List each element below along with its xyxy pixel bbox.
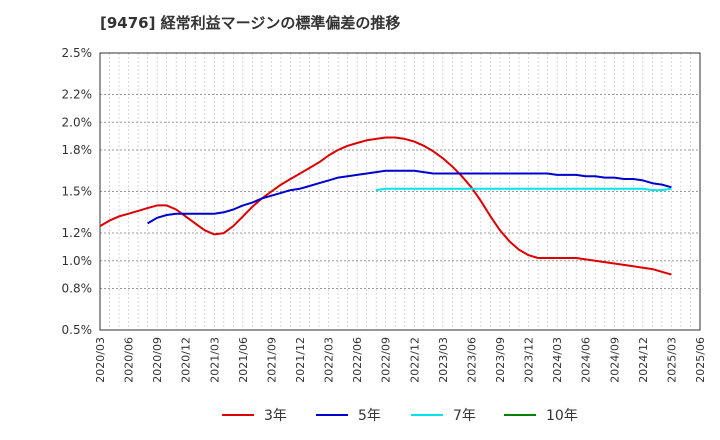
x-tick-label: 2021/06 (237, 337, 250, 383)
x-tick-label: 2023/06 (465, 337, 478, 383)
y-tick-label: 0.8% (62, 281, 93, 295)
series-line-7年 (376, 187, 672, 192)
y-tick-label: 1.2% (62, 226, 93, 240)
series-line-3年 (99, 136, 672, 276)
y-tick-label: 1.8% (62, 143, 93, 157)
legend-item: 5年 (316, 403, 381, 427)
legend: 3年 5年 7年 10年 (0, 403, 720, 427)
legend-item: 10年 (504, 403, 578, 427)
y-tick-label: 0.5% (62, 323, 93, 337)
x-tick-label: 2023/09 (494, 337, 507, 383)
x-tick-label: 2021/03 (208, 337, 221, 383)
x-tick-label: 2024/09 (608, 337, 621, 383)
y-tick-label: 1.0% (62, 254, 93, 268)
x-tick-label: 2022/06 (351, 337, 364, 383)
legend-item: 3年 (222, 403, 287, 427)
plot-border (99, 52, 701, 331)
legend-label: 5年 (358, 408, 381, 424)
y-tick-label: 1.5% (62, 185, 93, 199)
x-tick-label: 2024/12 (637, 337, 650, 383)
y-tick-label: 2.0% (62, 115, 93, 129)
legend-swatch (316, 414, 348, 416)
chart-title: [9476] 経常利益マージンの標準偏差の推移 (100, 14, 401, 32)
x-tick-label: 2021/12 (294, 337, 307, 383)
x-tick-label: 2023/12 (523, 337, 536, 383)
legend-swatch (222, 414, 254, 416)
y-tick-label: 2.2% (62, 88, 93, 102)
x-tick-label: 2021/09 (265, 337, 278, 383)
x-tick-label: 2020/12 (180, 337, 193, 383)
legend-label: 10年 (546, 408, 578, 424)
legend-swatch (411, 414, 443, 416)
x-tick-label: 2020/03 (94, 337, 107, 383)
series-line-5年 (147, 169, 672, 225)
x-tick-label: 2023/03 (437, 337, 450, 383)
y-tick-label: 2.5% (62, 46, 93, 60)
x-tick-label: 2022/03 (323, 337, 336, 383)
legend-item: 7年 (411, 403, 476, 427)
x-tick-label: 2025/06 (694, 337, 707, 383)
legend-label: 3年 (264, 408, 287, 424)
legend-swatch (504, 414, 536, 416)
x-tick-label: 2024/03 (551, 337, 564, 383)
x-tick-label: 2020/09 (151, 337, 164, 383)
x-tick-label: 2025/03 (665, 337, 678, 383)
x-tick-label: 2022/12 (408, 337, 421, 383)
x-tick-label: 2022/09 (380, 337, 393, 383)
x-tick-label: 2024/06 (580, 337, 593, 383)
x-tick-label: 2020/06 (123, 337, 136, 383)
legend-label: 7年 (453, 408, 476, 424)
